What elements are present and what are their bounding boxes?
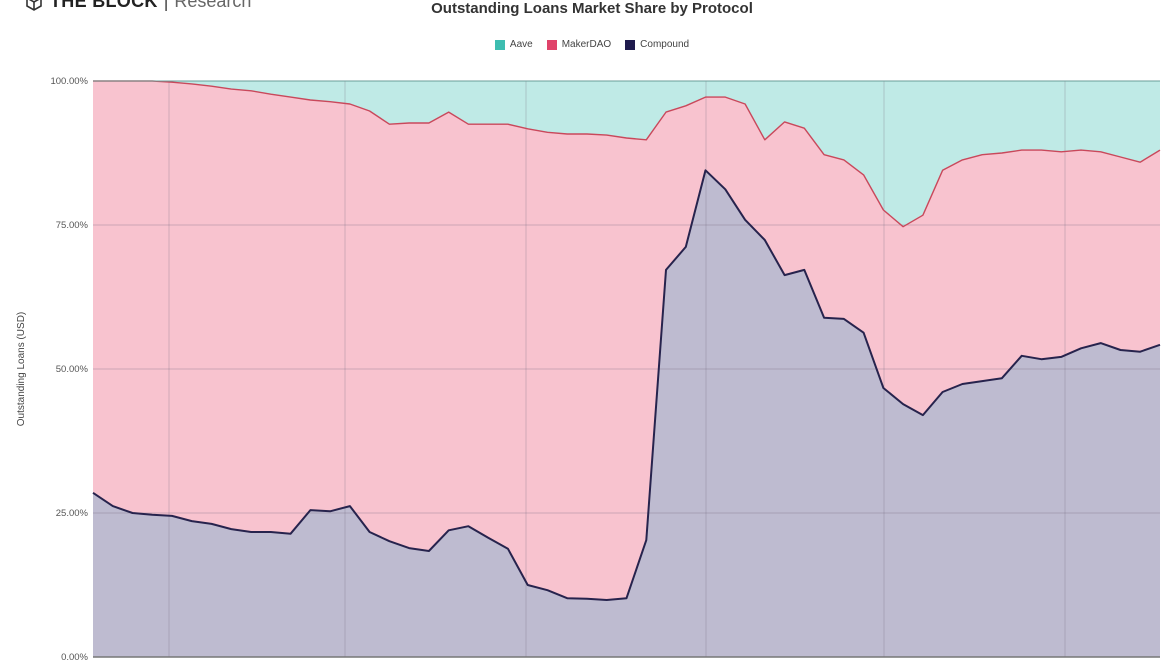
logo-sub: Research [174,0,252,11]
chart-title: Outstanding Loans Market Share by Protoc… [431,0,753,17]
cube-logo-icon [26,0,42,11]
logo-brand: THE BLOCK [50,0,158,11]
legend-label: Compound [640,39,690,50]
legend-item-aave[interactable]: Aave [494,39,533,50]
y-tick-label: 75.00% [56,220,89,231]
legend-label: Aave [509,39,533,50]
y-tick-label: 100.00% [50,76,88,87]
line-compound [92,169,1161,601]
line-makerdao [93,80,1161,228]
legend-swatch [494,39,505,50]
legend-item-makerdao[interactable]: MakerDAO [546,39,612,50]
legend-item-compound[interactable]: Compound [625,39,689,50]
y-axis-label: Outstanding Loans (USD) [16,312,27,427]
legend-swatch [546,39,557,50]
area-makerdao [93,81,1160,600]
legend-swatch [625,39,636,50]
area-aave [93,81,1160,227]
legend-label: MakerDAO [561,39,612,50]
area-compound [93,170,1160,658]
the-block-logo: THE BLOCK | Research [24,0,251,12]
y-tick-label: 0.00% [61,652,88,662]
legend: Aave MakerDAO Compound [0,39,1169,50]
y-tick-label: 50.00% [56,364,89,375]
y-tick-label: 25.00% [56,508,89,519]
logo-separator: | [163,0,169,11]
